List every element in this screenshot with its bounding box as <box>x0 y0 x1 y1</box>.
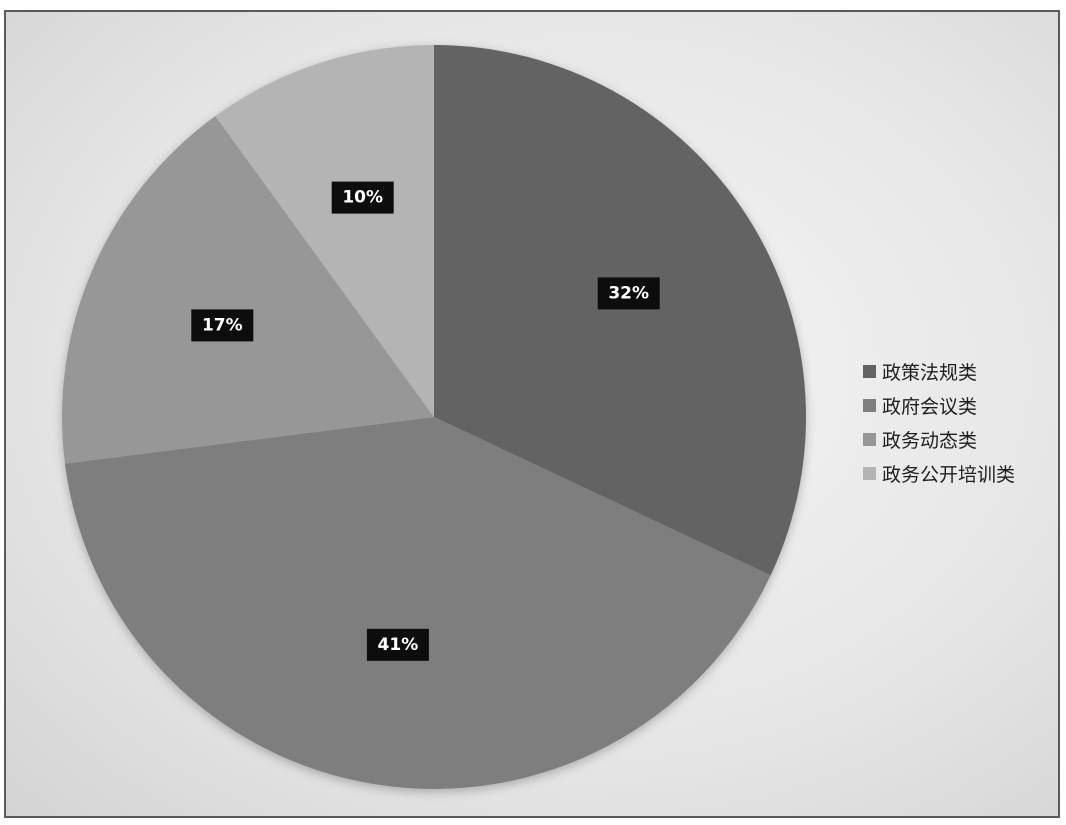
legend-label: 政府会议类 <box>882 395 978 418</box>
legend-item-4: 政务公开培训类 <box>863 456 1015 490</box>
pie-data-label-4: 10% <box>331 181 394 214</box>
legend-label: 政策法规类 <box>882 361 978 384</box>
legend-swatch <box>863 364 876 378</box>
legend-label: 政务动态类 <box>882 429 978 452</box>
legend-item-1: 政策法规类 <box>863 354 1015 388</box>
pie-data-label-box <box>331 181 394 214</box>
pie-data-label-text: 41% <box>378 635 419 655</box>
legend-item-2: 政府会议类 <box>863 388 1015 422</box>
pie-slices <box>61 45 807 790</box>
legend: 政策法规类政府会议类政务动态类政务公开培训类 <box>863 354 1015 490</box>
chart-frame: 32% 41% 17% 10% 政策法规类政府会议类政务动态类政务公开培训类 <box>4 10 1060 818</box>
legend-item-3: 政务动态类 <box>863 422 1015 456</box>
pie-slice-2 <box>64 417 771 790</box>
pie-data-label-text: 10% <box>342 188 383 208</box>
pie-slice-4 <box>215 45 434 417</box>
pie-data-label-1: 32% <box>597 277 660 310</box>
pie-data-label-box <box>597 277 660 310</box>
pie-data-label-text: 32% <box>608 283 649 303</box>
legend-swatch <box>863 432 876 446</box>
legend-label: 政务公开培训类 <box>882 463 1016 486</box>
legend-swatch <box>863 398 876 412</box>
pie-data-label-text: 17% <box>202 315 243 335</box>
pie-chart: 32% 41% 17% 10% <box>61 45 807 790</box>
pie-data-labels: 32% 41% 17% 10% <box>191 181 660 661</box>
pie-data-label-box <box>366 628 429 661</box>
pie-data-label-2: 41% <box>366 628 429 661</box>
legend-swatch <box>863 466 876 480</box>
pie-slice-3 <box>61 116 435 464</box>
pie-slice-1 <box>434 45 807 576</box>
pie-data-label-3: 17% <box>191 309 254 342</box>
pie-data-label-box <box>191 309 254 342</box>
